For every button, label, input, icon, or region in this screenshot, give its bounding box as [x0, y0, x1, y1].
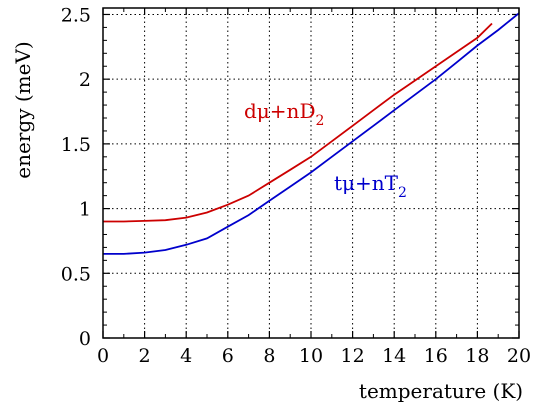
x-tick-label: 10 — [299, 345, 323, 367]
x-tick-label: 6 — [222, 345, 234, 367]
y-tick-label: 0 — [79, 328, 91, 350]
y-tick-label: 0.5 — [61, 263, 91, 285]
y-tick-label: 2 — [79, 69, 91, 91]
y-axis-label: energy (meV) — [11, 41, 35, 178]
x-tick-label: 8 — [263, 345, 275, 367]
series-label-dmu-nd2: dμ+nD2 — [244, 99, 324, 129]
series-label-tmu-nt2: tμ+nT2 — [334, 171, 407, 201]
series-line-tmu-nt2 — [103, 12, 520, 255]
y-tick-label: 2.5 — [61, 4, 91, 26]
y-tick-label: 1.5 — [61, 134, 91, 156]
x-tick-label: 2 — [139, 345, 151, 367]
x-tick-label: 18 — [465, 345, 489, 367]
series-label-dmu-nd2-main: dμ+nD — [244, 99, 315, 123]
plot-frame — [102, 7, 520, 339]
series — [103, 12, 520, 255]
x-tick-label: 20 — [507, 345, 531, 367]
x-tick-label: 16 — [424, 345, 448, 367]
x-tick-label: 4 — [180, 345, 192, 367]
series-label-tmu-nt2-subscript: 2 — [398, 185, 407, 201]
series-line-dmu-nd2 — [103, 22, 493, 223]
x-tick-label: 0 — [97, 345, 109, 367]
tick-labels: 0 2 4 6 8 10 12 14 16 18 20 0 0.5 1 1.5 2 2.5 — [61, 4, 531, 367]
y-tick-label: 1 — [79, 199, 91, 221]
series-label-dmu-nd2-subscript: 2 — [315, 113, 324, 129]
x-tick-label: 14 — [382, 345, 406, 367]
x-tick-label: 12 — [341, 345, 365, 367]
series-label-tmu-nt2-main: tμ+nT — [334, 171, 399, 195]
x-axis-label: temperature (K) — [359, 379, 523, 403]
